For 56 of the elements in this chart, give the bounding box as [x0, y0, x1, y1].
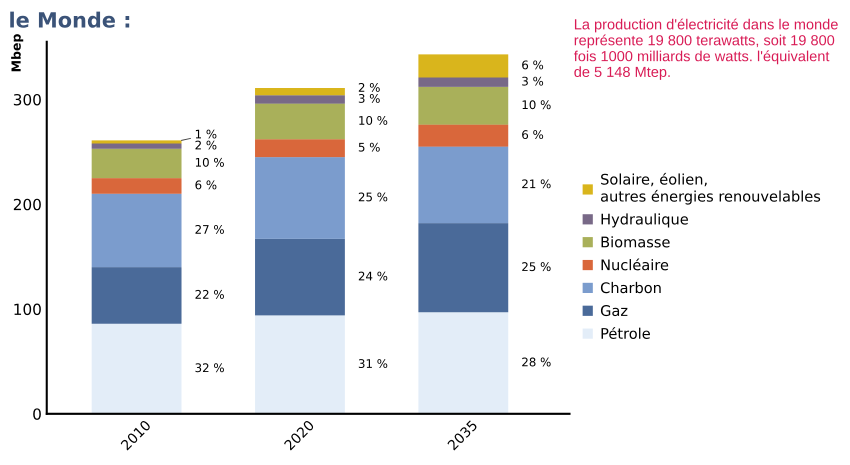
- bar: [92, 148, 182, 178]
- annotation: 31 %: [358, 359, 388, 368]
- annotation: 24 %: [358, 272, 388, 281]
- bar: [92, 140, 182, 144]
- legend-label: Gaz: [600, 305, 628, 316]
- bar: [255, 157, 345, 239]
- annotation: 6 %: [522, 60, 544, 70]
- annotation: 6 %: [522, 130, 544, 140]
- legend-label: Solaire, éolien, autres énergies renouvelables: [601, 172, 820, 205]
- bar: [418, 124, 508, 147]
- y-tick-label: 0: [33, 408, 41, 420]
- bar: [418, 223, 508, 312]
- bar: [255, 139, 345, 158]
- annotation: 10 %: [359, 116, 388, 125]
- legend-label: Biomasse: [602, 236, 670, 248]
- chart-title: le Monde :: [10, 12, 130, 28]
- y-tick-label: 200: [14, 198, 41, 210]
- annotation: 10 %: [196, 158, 224, 167]
- annotation: 1 %: [196, 130, 216, 139]
- annotation: 2 %: [195, 140, 216, 150]
- bar: [418, 77, 508, 87]
- annotation: 3 %: [522, 76, 544, 86]
- bar: [255, 88, 345, 96]
- annotation: 2 %: [358, 82, 380, 92]
- legend-label: Hydraulique: [602, 213, 688, 228]
- annotation: 5 %: [358, 142, 380, 152]
- annotation: 21 %: [522, 179, 551, 188]
- text: La production d'électricité dans le monde représente 19 800 terawatts, soit 19 800 fois 1000 milliards de watts. l'équivalent de 5 148 Mtep.: [574, 18, 838, 80]
- annotation: 25 %: [522, 262, 551, 272]
- bar: [255, 238, 345, 316]
- y-tick-label: 100: [14, 304, 41, 316]
- annotation: 3 %: [358, 94, 380, 103]
- annotation: 28 %: [522, 358, 551, 366]
- bar: [255, 315, 345, 414]
- bar: [92, 194, 182, 268]
- legend-label: Charbon: [600, 282, 661, 294]
- y-axis-title: Mbep: [11, 34, 24, 72]
- annotation: 6 %: [195, 180, 216, 190]
- bar: [92, 267, 182, 324]
- bar: [92, 143, 182, 149]
- bar: [418, 146, 508, 224]
- bar: [418, 86, 508, 125]
- bar: [418, 54, 508, 78]
- bar: [255, 104, 345, 140]
- annotation: 22 %: [195, 290, 224, 299]
- bar: [92, 178, 182, 194]
- bar: [255, 95, 345, 104]
- legend-label: Nucléaire: [602, 258, 668, 270]
- annotation: 32 %: [195, 363, 224, 372]
- legend-label: Pétrole: [602, 327, 650, 339]
- y-tick-label: 300: [14, 94, 41, 106]
- annotation: 27 %: [195, 224, 224, 234]
- annotation: 25 %: [358, 192, 388, 202]
- bar: [418, 312, 508, 414]
- annotation: 10 %: [522, 100, 551, 110]
- bar: [92, 324, 182, 414]
